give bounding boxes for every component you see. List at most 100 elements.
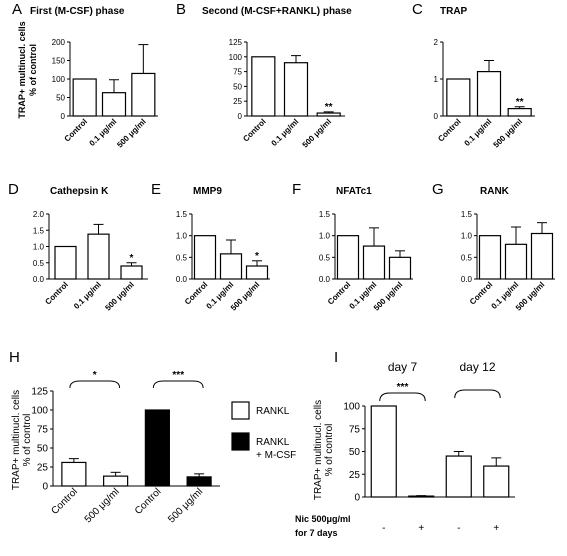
x-tick-label: Control	[436, 117, 462, 143]
group-label: day 7	[388, 360, 418, 374]
x-tick-label: 500 μg/ml	[301, 117, 333, 149]
panel-c: C TRAP 0 1 2 Control 0.1 μg/ml ** 500 μg/ml	[412, 1, 535, 150]
bar	[103, 475, 129, 487]
x-tick-label: +	[493, 523, 499, 534]
bar	[408, 495, 435, 498]
panel-title-b: Second (M-CSF+RANKL) phase	[202, 6, 352, 17]
y-axis-label: TRAP+ multinucl. cells% of control	[313, 400, 335, 500]
legend-label-line: RANKL	[256, 406, 290, 417]
y-tick-label: 2.0	[33, 210, 45, 219]
bar	[245, 265, 269, 280]
x-tick-label: 500 μg/ml	[115, 117, 147, 149]
panel-letter-g: G	[432, 181, 444, 198]
y-tick-label: 0	[238, 112, 243, 121]
x-tick-label: Control	[63, 117, 89, 143]
y-axis-label: TRAP+ multinucl. cells% of control	[11, 390, 33, 490]
x-tick-label: 500 μg/ml	[492, 117, 524, 149]
y-tick-label: 1.0	[176, 232, 188, 241]
bar	[219, 253, 243, 280]
y-axis-label: TRAP+ multinucl. cells% of control	[17, 21, 38, 118]
y-tick-label: 50	[56, 94, 65, 103]
bar	[251, 56, 276, 117]
panel-letter-a: A	[12, 1, 22, 18]
y-tick-label: 0	[354, 493, 360, 504]
panel-letter-e: E	[151, 181, 161, 198]
bar	[446, 78, 471, 117]
y-tick-label: 100	[229, 53, 243, 62]
y-tick-label: 2	[434, 38, 439, 47]
y-tick-label: 0.5	[33, 259, 45, 268]
significance-mark: *	[93, 370, 97, 381]
bar	[144, 409, 170, 487]
panel-d: D Cathepsin K 0.0 0.5 1.0 1.5 2.0 Control 0.1 μg…	[8, 181, 148, 313]
significance-bracket	[454, 389, 501, 399]
y-tick-label: 1.5	[33, 226, 45, 235]
y-tick-label: 0	[61, 112, 66, 121]
y-tick-label: 1.5	[461, 210, 473, 219]
legend-label: RANKL + M-CSF	[256, 437, 296, 461]
y-tick-label: 1.5	[176, 210, 188, 219]
bar	[61, 461, 87, 487]
bar	[54, 245, 77, 280]
y-tick-label: 100	[31, 406, 48, 417]
x-tick-label: Control	[43, 280, 69, 306]
significance-bracket	[152, 380, 204, 389]
x-tick-label: +	[418, 523, 424, 534]
y-axis-label-line: % of control	[22, 414, 33, 467]
y-tick-label: 0.5	[319, 253, 331, 262]
y-tick-label: 75	[349, 424, 361, 435]
bar	[316, 112, 341, 117]
significance-bracket	[379, 392, 426, 402]
x-tick-label: 0.1 μg/ml	[72, 280, 103, 311]
panel-letter-b: B	[176, 1, 186, 18]
bar	[370, 405, 397, 498]
y-tick-label: 75	[37, 425, 49, 436]
y-tick-label: 50	[349, 447, 361, 458]
group-label: day 12	[459, 360, 495, 374]
y-tick-label: 0	[42, 482, 48, 493]
significance-mark: **	[516, 97, 524, 108]
bar	[507, 107, 532, 117]
y-tick-label: 25	[349, 470, 361, 481]
x-tick-label: 500 μg/ml	[103, 280, 135, 312]
x-tick-label: Control	[49, 486, 80, 517]
panel-title-c: TRAP	[440, 6, 468, 17]
bar	[193, 235, 217, 280]
panel-letter-h: H	[9, 349, 20, 366]
bar	[504, 243, 528, 280]
y-tick-label: 100	[52, 75, 66, 84]
significance-mark: ***	[397, 382, 409, 393]
legend-swatch	[231, 432, 250, 451]
legend-label: RANKL	[256, 406, 290, 417]
bar	[362, 245, 386, 280]
y-tick-label: 0.0	[33, 275, 45, 284]
x-tick-label: Control	[133, 486, 164, 517]
y-tick-label: 0.0	[461, 275, 473, 284]
row-label-line: for 7 days	[295, 528, 338, 538]
bar	[186, 476, 212, 487]
y-tick-label: 0.0	[176, 275, 188, 284]
x-tick-label: -	[457, 523, 460, 534]
panel-i: I 0 25 50 75 100 TRAP+ multinucl. cells% of co…	[295, 349, 515, 538]
bar	[478, 235, 502, 280]
bar	[101, 92, 127, 117]
bar	[476, 70, 502, 117]
y-tick-label: 75	[233, 68, 242, 77]
y-axis-label-line: TRAP+ multinucl. cells	[11, 390, 22, 490]
y-tick-label: 25	[37, 463, 49, 474]
y-axis-label-line: % of control	[324, 424, 335, 477]
x-tick-label: -	[382, 523, 385, 534]
panel-title-a: First (M-CSF) phase	[30, 6, 125, 17]
significance-mark: *	[255, 251, 259, 262]
panel-title-f: NFATc1	[336, 186, 372, 197]
bar	[388, 256, 412, 280]
row-label-line: Nic 500μg/ml	[295, 514, 351, 524]
y-tick-label: 150	[52, 57, 66, 66]
y-tick-label: 25	[233, 97, 242, 106]
bar	[72, 78, 97, 117]
x-tick-label: 0.1 μg/ml	[88, 117, 119, 148]
